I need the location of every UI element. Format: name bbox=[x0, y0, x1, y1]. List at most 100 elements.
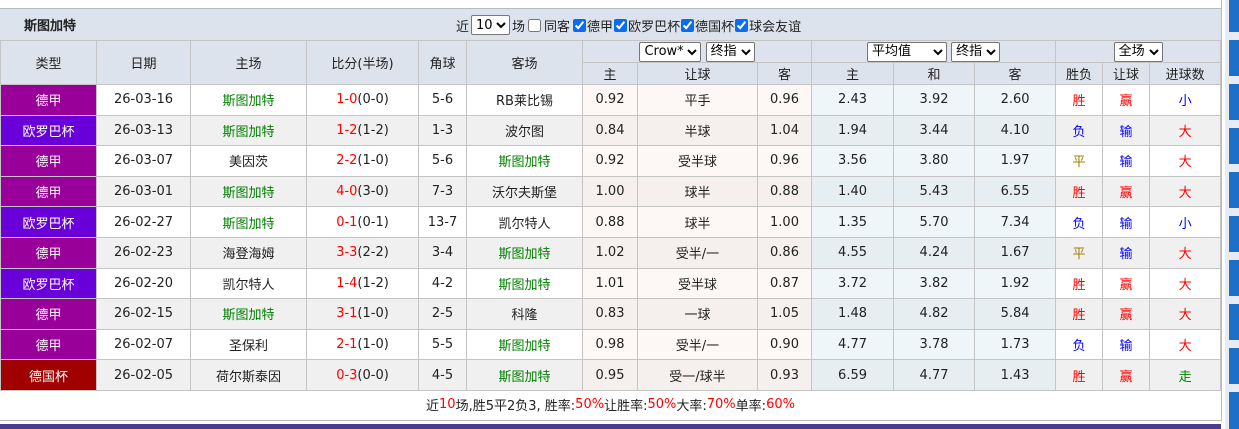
same-venue-label: 同客 bbox=[544, 19, 571, 35]
league-cell[interactable]: 德甲 bbox=[0, 175, 97, 208]
summary-text: 近 bbox=[426, 399, 440, 415]
avg-away: 7.34 bbox=[974, 206, 1057, 238]
over-rate: 70% bbox=[706, 397, 736, 413]
recent-label: 近 bbox=[456, 19, 470, 35]
home-team[interactable]: 斯图加特 bbox=[190, 206, 307, 238]
same-venue-checkbox[interactable] bbox=[528, 18, 542, 32]
filter-label: 欧罗巴杯 bbox=[628, 19, 681, 35]
away-team[interactable]: 斯图加特 bbox=[466, 267, 583, 300]
league-cell[interactable]: 欧罗巴杯 bbox=[0, 114, 97, 147]
home-team[interactable]: 美因茨 bbox=[190, 145, 307, 177]
handicap-result: 赢 bbox=[1102, 298, 1151, 330]
home-team[interactable]: 斯图加特 bbox=[190, 84, 307, 116]
table-row: 欧罗巴杯 26-02-27 斯图加特 0-1(0-1) 13-7 凯尔特人 0.… bbox=[0, 206, 1222, 238]
result: 平 bbox=[1055, 145, 1104, 177]
odds-mode-select[interactable]: 终指 bbox=[705, 41, 755, 62]
half-time-score: (1-0) bbox=[357, 306, 389, 322]
filter-label: 德甲 bbox=[587, 19, 614, 35]
home-team[interactable]: 凯尔特人 bbox=[190, 267, 307, 300]
odds-away: 0.88 bbox=[756, 175, 813, 208]
recent-count-select[interactable]: 10 bbox=[471, 15, 511, 35]
full-time-score: 1-0 bbox=[336, 92, 358, 108]
away-team[interactable]: 斯图加特 bbox=[466, 236, 583, 269]
odds-away: 1.05 bbox=[756, 298, 813, 330]
col-date: 日期 bbox=[96, 40, 191, 85]
half-time-score: (0-0) bbox=[357, 92, 389, 108]
matches-table: 类型 日期 主场 比分(半场) 角球 客场 Crow* 终指 平均值 终指 全场 bbox=[0, 40, 1222, 391]
avg-home: 6.59 bbox=[811, 359, 895, 391]
half-time-score: (0-1) bbox=[357, 214, 389, 230]
filter-checkbox[interactable] bbox=[681, 18, 695, 32]
side-scroll-strip[interactable] bbox=[1225, 0, 1239, 429]
date-cell: 26-03-13 bbox=[96, 114, 191, 147]
handicap-result: 赢 bbox=[1102, 359, 1151, 391]
home-team[interactable]: 荷尔斯泰因 bbox=[190, 359, 307, 391]
table-row: 德甲 26-03-16 斯图加特 1-0(0-0) 5-6 RB莱比锡 0.92… bbox=[0, 84, 1222, 116]
handicap-result: 赢 bbox=[1102, 267, 1151, 300]
summary-text: 单率: bbox=[735, 399, 767, 415]
corner-cell: 5-6 bbox=[418, 145, 467, 177]
avg-draw: 3.80 bbox=[893, 145, 976, 177]
away-team[interactable]: 凯尔特人 bbox=[466, 206, 583, 238]
filter-checkbox[interactable] bbox=[735, 18, 749, 32]
score-cell: 2-1(1-0) bbox=[306, 328, 419, 361]
full-time-score: 4-0 bbox=[336, 184, 358, 200]
full-time-score: 2-2 bbox=[336, 153, 358, 169]
col-result: 胜负 bbox=[1055, 62, 1104, 85]
avg-away: 1.97 bbox=[974, 145, 1057, 177]
full-time-score: 1-2 bbox=[336, 122, 358, 138]
filter-label: 球会友谊 bbox=[749, 19, 802, 35]
away-team[interactable]: RB莱比锡 bbox=[466, 84, 583, 116]
col-goals: 进球数 bbox=[1149, 62, 1222, 85]
odds-away: 0.90 bbox=[756, 328, 813, 361]
period-selector: 全场 bbox=[1055, 40, 1222, 63]
col-odds-away: 客 bbox=[756, 62, 813, 85]
handicap-win-rate: 50% bbox=[647, 397, 677, 413]
away-team[interactable]: 斯图加特 bbox=[466, 328, 583, 361]
away-team[interactable]: 沃尔夫斯堡 bbox=[466, 175, 583, 208]
goals-result: 大 bbox=[1149, 175, 1222, 208]
filter-checkbox[interactable] bbox=[573, 18, 587, 32]
avg-mode-select[interactable]: 终指 bbox=[951, 41, 1001, 62]
league-cell[interactable]: 德甲 bbox=[0, 145, 97, 177]
filter-checkbox[interactable] bbox=[614, 18, 628, 32]
home-team[interactable]: 斯图加特 bbox=[190, 114, 307, 147]
league-cell[interactable]: 德国杯 bbox=[0, 359, 97, 391]
avg-draw: 4.82 bbox=[893, 298, 976, 330]
top-strip bbox=[0, 0, 1221, 9]
avg-draw: 5.43 bbox=[893, 175, 976, 208]
filter-label: 德国杯 bbox=[695, 19, 735, 35]
goals-result: 小 bbox=[1149, 206, 1222, 238]
avg-select[interactable]: 平均值 bbox=[866, 41, 947, 62]
col-odds-home: 主 bbox=[582, 62, 638, 85]
score-cell: 0-3(0-0) bbox=[306, 359, 419, 391]
company-select[interactable]: Crow* bbox=[639, 41, 702, 62]
period-select[interactable]: 全场 bbox=[1113, 41, 1163, 62]
home-team[interactable]: 斯图加特 bbox=[190, 175, 307, 208]
score-cell: 1-0(0-0) bbox=[306, 84, 419, 116]
odds-away: 0.86 bbox=[756, 236, 813, 269]
handicap: 一球 bbox=[637, 298, 758, 330]
table-row: 德甲 26-02-07 圣保利 2-1(1-0) 5-5 斯图加特 0.98 受… bbox=[0, 328, 1222, 361]
avg-home: 1.48 bbox=[811, 298, 895, 330]
home-team[interactable]: 海登海姆 bbox=[190, 236, 307, 269]
date-cell: 26-02-23 bbox=[96, 236, 191, 269]
half-time-score: (1-2) bbox=[357, 275, 389, 291]
league-cell[interactable]: 德甲 bbox=[0, 298, 97, 330]
league-cell[interactable]: 欧罗巴杯 bbox=[0, 206, 97, 238]
league-cell[interactable]: 德甲 bbox=[0, 236, 97, 269]
full-time-score: 3-3 bbox=[336, 245, 358, 261]
away-team[interactable]: 波尔图 bbox=[466, 114, 583, 147]
home-team[interactable]: 圣保利 bbox=[190, 328, 307, 361]
col-away: 客场 bbox=[466, 40, 583, 85]
league-cell[interactable]: 欧罗巴杯 bbox=[0, 267, 97, 300]
odds-away: 1.04 bbox=[756, 114, 813, 147]
home-team[interactable]: 斯图加特 bbox=[190, 298, 307, 330]
away-team[interactable]: 科隆 bbox=[466, 298, 583, 330]
league-cell[interactable]: 德甲 bbox=[0, 84, 97, 116]
avg-draw: 4.24 bbox=[893, 236, 976, 269]
result: 胜 bbox=[1055, 359, 1104, 391]
away-team[interactable]: 斯图加特 bbox=[466, 145, 583, 177]
league-cell[interactable]: 德甲 bbox=[0, 328, 97, 361]
away-team[interactable]: 斯图加特 bbox=[466, 359, 583, 391]
